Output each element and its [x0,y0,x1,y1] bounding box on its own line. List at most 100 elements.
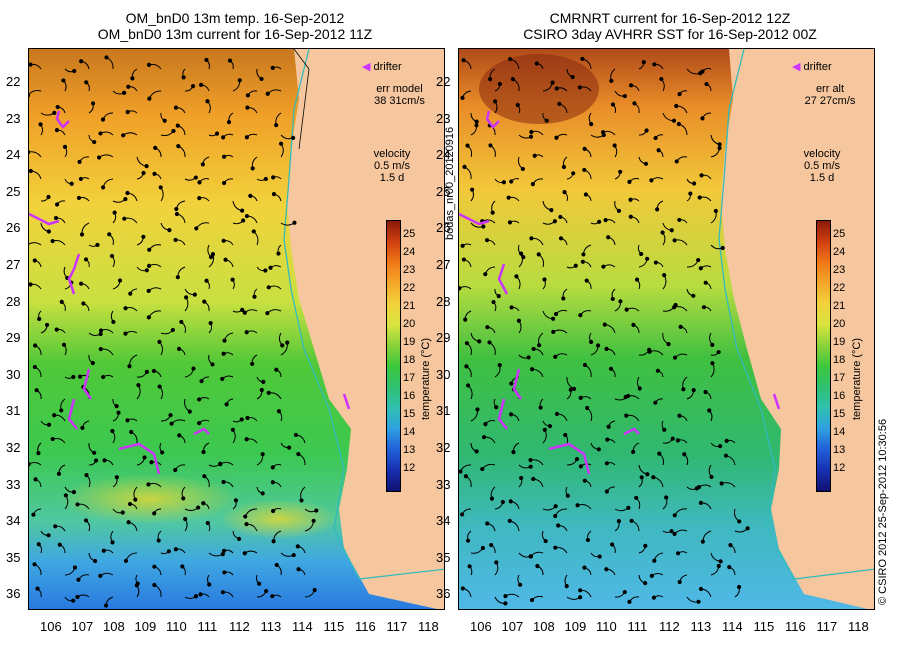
current-arrow-head [242,310,247,315]
current-arrow-head [583,192,589,197]
current-arrow-head [71,490,77,495]
current-arrow-head [146,288,151,293]
current-arrow-head [719,481,724,486]
current-arrow-head [647,349,652,354]
right-title-line2: CSIRO 3day AVHRR SST for 16-Sep-2012 00Z [523,26,817,42]
current-arrow-head [129,429,134,435]
current-arrow-head [531,476,536,482]
current-arrow-head [180,564,185,569]
left-lat-tick: 36 [6,586,21,602]
current-arrow-head [123,331,128,336]
current-arrow-head [244,135,249,140]
current-arrow-head [604,567,609,572]
current-arrow-head [628,214,633,219]
right-lat-tick: 22 [436,74,451,89]
current-arrow-head [29,150,31,155]
current-arrow-head [199,379,204,384]
current-arrow-head [292,220,297,225]
current-arrow-head [259,76,264,82]
current-arrow-head [475,407,480,412]
left-colorbar-tick: 12 [403,462,416,474]
current-arrow-head [653,135,658,141]
current-arrow-head [221,548,227,553]
current-arrow-head [144,268,149,273]
current-arrow-head [487,340,492,345]
current-arrow-head [600,130,606,135]
current-arrow-head [268,265,273,270]
current-arrow-head [467,564,472,569]
current-arrow-head [603,218,608,223]
left-lat-tick: 32 [6,440,21,455]
current-arrow-head [71,598,76,603]
current-arrow-head [703,280,708,285]
current-arrow-head [90,101,96,106]
current-arrow-head [509,412,514,417]
current-arrow-head [610,296,615,302]
current-arrow-head [218,462,223,467]
right-lon-tick: 112 [659,619,680,634]
current-arrow-head [33,343,38,348]
current-arrow-head [508,499,513,504]
current-arrow-head [675,438,681,443]
current-arrow-head [98,131,103,136]
right-colorbar-tick: 16 [833,390,846,402]
current-arrow-head [123,306,128,311]
current-arrow-head [568,387,573,392]
current-arrow-head [204,57,209,63]
current-arrow-head [100,185,106,190]
current-arrow-head [485,521,490,526]
current-arrow-head [508,56,513,62]
left-lat-tick: 34 [6,513,21,529]
current-arrow-head [643,543,648,548]
current-arrow-head [61,78,66,83]
current-arrow-head [490,210,495,215]
current-arrow-head [585,537,591,543]
current-arrow-head [153,145,158,150]
current-arrow-head [314,508,319,513]
current-arrow-head [36,542,41,547]
current-arrow-head [62,144,68,149]
current-arrow-head [629,518,634,523]
current-arrow-head [489,496,495,501]
current-arrow-head [184,295,189,300]
left-arrow-field [29,55,319,608]
current-arrow-head [224,402,229,407]
current-arrow-head [691,388,696,393]
right-lon-tick: 109 [564,619,587,634]
current-arrow-head [718,444,723,449]
current-arrow-head [510,77,516,82]
current-arrow-head [167,227,172,233]
current-arrow-head [245,93,250,98]
right-velocity-label: velocity [803,148,841,160]
current-arrow-head [104,55,109,60]
current-arrow-head [720,245,725,251]
current-arrow-head [514,274,519,279]
current-arrow-head [573,263,578,268]
current-arrow-head [173,105,179,110]
current-arrow-head [459,512,465,517]
current-arrow-head [276,409,282,414]
left-map-panel[interactable] [28,48,445,610]
current-arrow-head [672,513,677,518]
current-arrow-head [81,301,86,306]
current-arrow-head [266,285,271,290]
current-arrow-head [187,409,192,414]
right-lat-tick: 23 [436,110,451,126]
current-arrow-head [98,331,103,337]
current-arrow-head [639,251,644,257]
current-arrow-head [623,394,628,400]
current-arrow-head [480,466,485,472]
current-arrow-head [116,410,121,415]
current-arrow-head [299,498,304,503]
right-lat-tick: 30 [436,366,451,382]
right-map-panel[interactable] [458,48,875,610]
current-arrow-head [271,175,276,180]
current-arrow-head [676,121,681,127]
current-arrow-head [151,368,157,374]
current-arrow-head [92,450,97,455]
current-arrow-head [698,266,703,271]
current-arrow-head [75,594,80,600]
current-arrow-head [672,531,677,536]
current-arrow-head [79,232,85,237]
current-arrow-head [674,159,679,164]
